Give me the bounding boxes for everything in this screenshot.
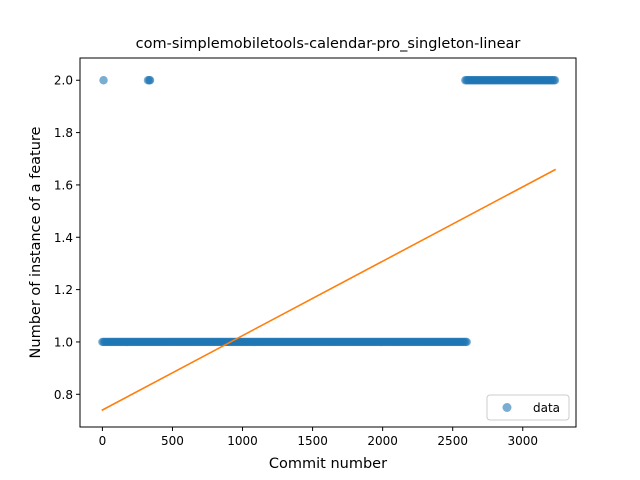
legend-label-data: data	[533, 401, 560, 415]
legend-box	[486, 394, 570, 421]
data-point	[145, 76, 155, 85]
y-tick-label: 1.0	[54, 335, 73, 349]
plot-marks	[98, 76, 560, 412]
x-tick-label: 1500	[297, 434, 328, 448]
data-point	[462, 337, 471, 347]
y-tick-label: 1.4	[54, 231, 73, 245]
y-axis-label: Number of instance of a feature	[28, 126, 44, 358]
data-point	[99, 76, 108, 85]
y-tick-label: 1.6	[54, 178, 73, 192]
x-tick-label: 2500	[437, 434, 468, 448]
x-tick-label: 500	[161, 434, 184, 448]
scatter-series-data	[98, 76, 560, 347]
x-tick-label: 3000	[507, 434, 538, 448]
y-tick-label: 1.8	[54, 126, 73, 140]
fit-line	[101, 168, 557, 412]
x-axis-ticks: 0 500 1000 1500 2000 2500 3000	[99, 427, 538, 448]
legend: data	[486, 394, 570, 421]
x-tick-label: 0	[99, 434, 107, 448]
y-axis-ticks: 0.8 1.0 1.2 1.4 1.6 1.8 2.0	[54, 74, 80, 402]
y-tick-label: 2.0	[54, 74, 73, 88]
y-tick-label: 0.8	[54, 388, 73, 402]
data-point	[550, 76, 560, 85]
x-tick-label: 2000	[367, 434, 398, 448]
y-tick-label: 1.2	[54, 283, 73, 297]
chart-title: com-simplemobiletools-calendar-pro_singl…	[136, 36, 521, 52]
legend-marker	[502, 403, 512, 412]
axes-frame	[79, 57, 577, 428]
x-axis-label: Commit number	[269, 456, 387, 472]
x-tick-label: 1000	[227, 434, 258, 448]
